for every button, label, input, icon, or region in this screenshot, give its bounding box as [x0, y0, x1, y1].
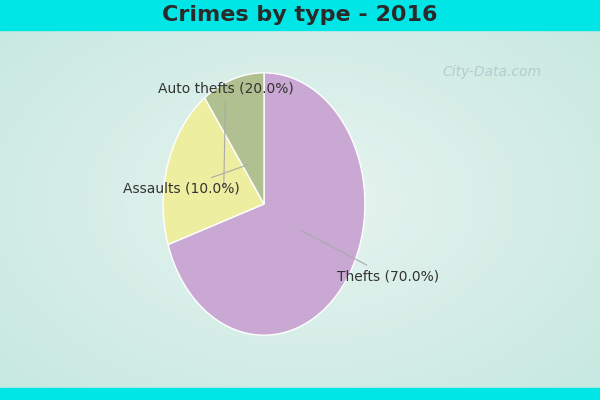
Text: City-Data.com: City-Data.com	[442, 65, 542, 79]
Text: Auto thefts (20.0%): Auto thefts (20.0%)	[158, 82, 293, 188]
Wedge shape	[168, 73, 365, 335]
Wedge shape	[205, 73, 264, 204]
Wedge shape	[163, 98, 264, 244]
Text: Crimes by type - 2016: Crimes by type - 2016	[162, 5, 438, 25]
Text: Thefts (70.0%): Thefts (70.0%)	[301, 230, 439, 283]
Text: Assaults (10.0%): Assaults (10.0%)	[123, 165, 248, 195]
Bar	[0, 388, 600, 400]
Bar	[0, 0, 600, 30]
